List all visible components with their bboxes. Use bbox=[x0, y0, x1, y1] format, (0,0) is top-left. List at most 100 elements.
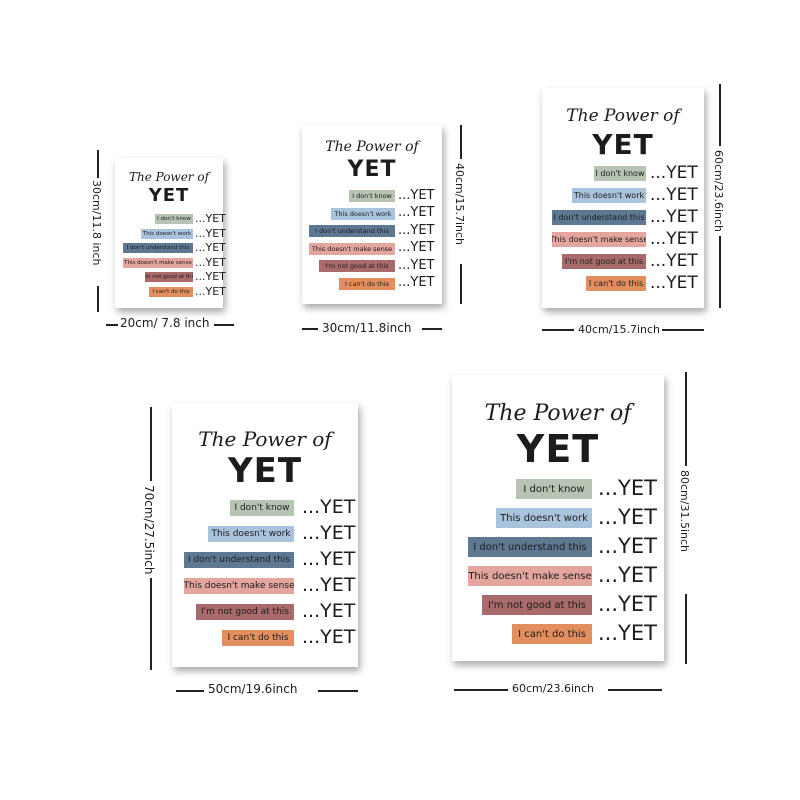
height-line-bottom bbox=[97, 286, 99, 312]
phrase-bar: I can't do this bbox=[222, 630, 294, 646]
width-line-right bbox=[662, 329, 704, 331]
poster-title-script: The Power of bbox=[484, 401, 632, 426]
poster-title-script: The Power of bbox=[325, 139, 419, 155]
yet-suffix: ...YET bbox=[398, 222, 435, 238]
yet-suffix: ...YET bbox=[598, 533, 657, 558]
yet-suffix: ...YET bbox=[598, 562, 657, 587]
height-label-20x30: 30cm/11.8 inch bbox=[90, 180, 103, 266]
phrase-bar: This doesn't work bbox=[331, 207, 395, 220]
yet-suffix: ...YET bbox=[650, 184, 698, 205]
width-line-right bbox=[214, 324, 234, 326]
phrase-bar: This doesn't make sense bbox=[309, 242, 395, 255]
yet-suffix: ...YET bbox=[398, 275, 435, 291]
yet-suffix: ...YET bbox=[650, 272, 698, 293]
height-line-bottom bbox=[719, 236, 721, 308]
yet-suffix: ...YET bbox=[195, 284, 226, 298]
yet-suffix: ...YET bbox=[598, 475, 657, 500]
width-line-left bbox=[542, 329, 574, 331]
yet-suffix: ...YET bbox=[650, 250, 698, 271]
phrase-bar: I can't do this bbox=[149, 286, 193, 297]
poster-20x30: The Power of YET I don't know ...YET This … bbox=[115, 158, 226, 308]
poster-title-script: The Power of bbox=[128, 170, 210, 184]
poster-40x60: The Power of YET I don't know ...YET This … bbox=[542, 88, 704, 308]
poster-title-yet: YET bbox=[592, 128, 654, 161]
poster-title-yet: YET bbox=[148, 185, 190, 206]
poster-title-yet: YET bbox=[347, 157, 397, 182]
yet-suffix: ...YET bbox=[398, 187, 435, 203]
width-line-right bbox=[318, 690, 358, 692]
width-line-left bbox=[302, 328, 318, 330]
yet-suffix: ...YET bbox=[302, 548, 356, 571]
yet-suffix: ...YET bbox=[302, 600, 356, 623]
phrase-bar: I don't know bbox=[594, 166, 646, 181]
poster-title-yet: YET bbox=[227, 451, 303, 491]
phrase-bar: This doesn't make sense bbox=[552, 232, 646, 247]
phrase-bar: This doesn't work bbox=[572, 188, 646, 203]
yet-suffix: ...YET bbox=[398, 257, 435, 273]
phrase-bar: I don't understand this bbox=[184, 552, 294, 568]
height-label-60x80: 80cm/31.5inch bbox=[678, 470, 691, 553]
height-line-top bbox=[150, 407, 152, 481]
phrase-bar: I don't know bbox=[155, 214, 193, 224]
poster-title-script: The Power of bbox=[198, 427, 332, 451]
phrase-bar: I don't understand this bbox=[468, 537, 592, 557]
width-line-left bbox=[454, 689, 508, 691]
phrase-bar: I'm not good at this bbox=[145, 272, 193, 282]
yet-suffix: ...YET bbox=[650, 162, 698, 183]
phrase-bar: I don't know bbox=[516, 479, 592, 499]
width-line-left bbox=[176, 690, 204, 692]
poster-60x80: The Power of YET I don't know ...YET This … bbox=[452, 375, 664, 661]
yet-suffix: ...YET bbox=[398, 240, 435, 256]
height-line-top bbox=[685, 372, 687, 466]
poster-title-yet: YET bbox=[516, 427, 600, 471]
height-label-50x70: 70cm/27.5inch bbox=[142, 485, 156, 575]
height-label-30x40: 40cm/15.7inch bbox=[453, 163, 466, 246]
width-label-60x80: 60cm/23.6inch bbox=[512, 682, 595, 695]
phrase-bar: This doesn't make sense bbox=[123, 257, 193, 268]
yet-suffix: ...YET bbox=[195, 270, 226, 284]
phrase-bar: I can't do this bbox=[339, 277, 395, 290]
height-line-top bbox=[460, 125, 462, 159]
phrase-bar: This doesn't work bbox=[496, 508, 592, 528]
width-label-40x60: 40cm/15.7inch bbox=[578, 323, 661, 336]
phrase-bar: I don't understand this bbox=[552, 210, 646, 225]
phrase-bar: I can't do this bbox=[586, 276, 646, 291]
phrase-bar: This doesn't make sense bbox=[468, 566, 592, 586]
width-label-30x40: 30cm/11.8inch bbox=[322, 321, 412, 335]
phrase-bar: I'm not good at this bbox=[482, 595, 592, 615]
height-line-bottom bbox=[685, 594, 687, 664]
yet-suffix: ...YET bbox=[598, 591, 657, 616]
phrase-bar: I don't understand this bbox=[309, 225, 395, 237]
yet-suffix: ...YET bbox=[302, 574, 356, 597]
yet-suffix: ...YET bbox=[398, 205, 435, 221]
phrase-bar: I'm not good at this bbox=[319, 260, 395, 272]
phrase-bar: I don't understand this bbox=[123, 243, 193, 253]
yet-suffix: ...YET bbox=[302, 522, 356, 545]
poster-50x70: The Power of YET I don't know ...YET This … bbox=[172, 403, 358, 667]
width-label-50x70: 50cm/19.6inch bbox=[208, 682, 298, 696]
poster-30x40: The Power of YET I don't know ...YET This … bbox=[302, 125, 442, 304]
yet-suffix: ...YET bbox=[195, 226, 226, 240]
width-line-right bbox=[422, 328, 442, 330]
phrase-bar: I don't know bbox=[349, 190, 395, 202]
width-line-right bbox=[608, 689, 662, 691]
yet-suffix: ...YET bbox=[195, 255, 226, 269]
yet-suffix: ...YET bbox=[650, 228, 698, 249]
phrase-bar: This doesn't work bbox=[141, 228, 193, 239]
phrase-bar: I don't know bbox=[230, 500, 294, 516]
height-line-bottom bbox=[460, 264, 462, 304]
phrase-bar: I'm not good at this bbox=[196, 604, 294, 620]
yet-suffix: ...YET bbox=[650, 206, 698, 227]
yet-suffix: ...YET bbox=[302, 496, 356, 519]
width-line-left bbox=[106, 324, 118, 326]
yet-suffix: ...YET bbox=[302, 626, 356, 649]
height-line-top bbox=[719, 84, 721, 146]
phrase-bar: I'm not good at this bbox=[562, 254, 646, 269]
phrase-bar: This doesn't work bbox=[208, 526, 294, 542]
yet-suffix: ...YET bbox=[598, 620, 657, 645]
height-line-top bbox=[97, 150, 99, 178]
phrase-bar: I can't do this bbox=[512, 624, 592, 644]
width-label-20x30: 20cm/ 7.8 inch bbox=[120, 316, 210, 330]
yet-suffix: ...YET bbox=[598, 504, 657, 529]
height-line-bottom bbox=[150, 578, 152, 670]
